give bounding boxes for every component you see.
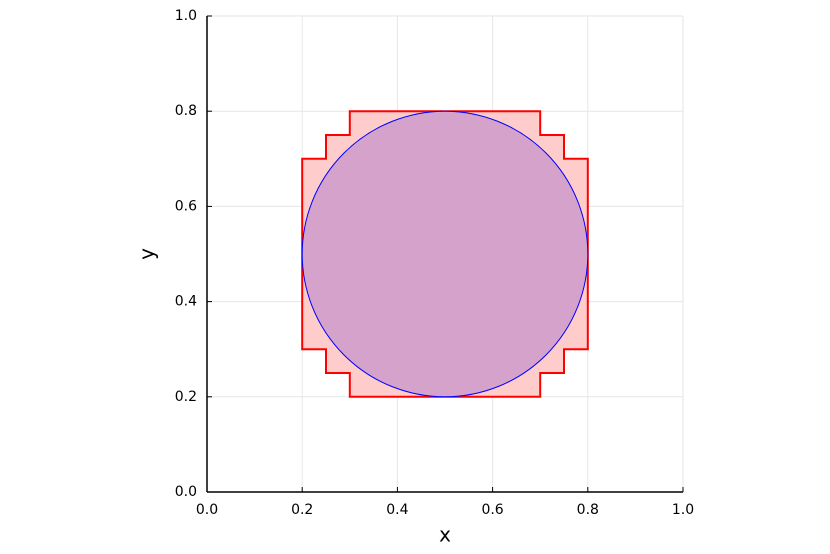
y-axis-label: y xyxy=(135,248,159,260)
circle xyxy=(301,110,589,398)
x-tick-label: 0.0 xyxy=(196,502,218,518)
y-tick-label: 0.2 xyxy=(175,389,197,405)
x-tick-label: 0.2 xyxy=(291,502,313,518)
y-tick-label: 0.6 xyxy=(175,198,197,214)
y-tick-label: 0.8 xyxy=(175,103,197,119)
y-tick-label: 1.0 xyxy=(175,8,197,24)
y-tick-label: 0.4 xyxy=(175,294,197,310)
x-tick-label: 0.4 xyxy=(386,502,408,518)
x-tick-label: 0.8 xyxy=(577,502,599,518)
x-tick-label: 1.0 xyxy=(672,502,694,518)
x-tick-label: 0.6 xyxy=(481,502,503,518)
y-tick-label: 0.0 xyxy=(175,484,197,500)
x-axis-label: x xyxy=(439,523,451,547)
